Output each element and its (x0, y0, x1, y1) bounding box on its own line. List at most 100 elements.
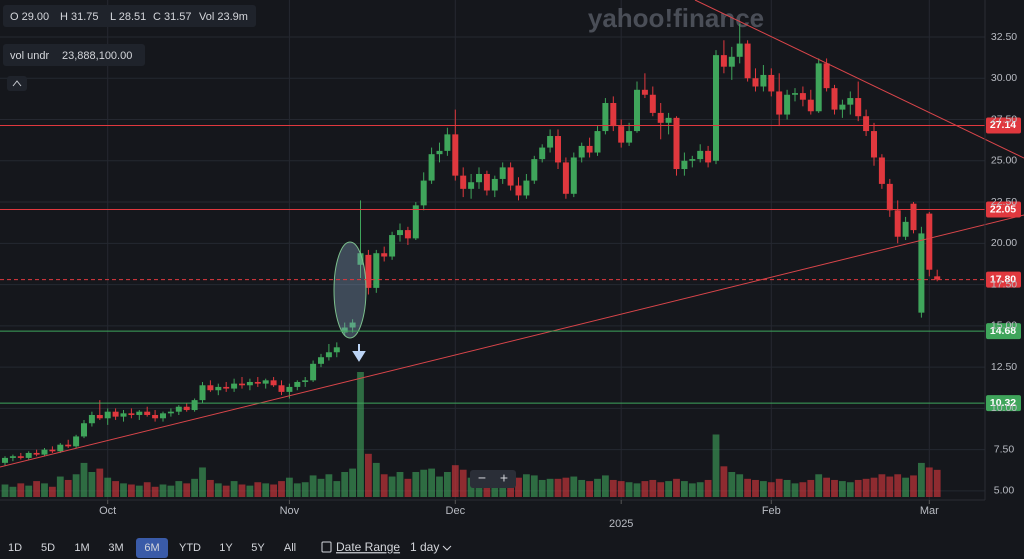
candle-body (878, 157, 885, 184)
volume-bar (80, 462, 88, 497)
candle-body (104, 411, 111, 419)
volume-bar (64, 479, 72, 497)
candle-body (634, 89, 640, 132)
range-button[interactable]: 6M (144, 542, 159, 554)
calendar-icon (321, 541, 332, 553)
candle-body (397, 230, 403, 236)
zoom-in[interactable]: + (500, 470, 508, 486)
range-button[interactable]: 1Y (219, 542, 233, 554)
y-tick-label: 7.50 (994, 443, 1015, 455)
legend-low: L 28.51 (110, 11, 146, 23)
volume-bar (325, 474, 333, 497)
range-button[interactable]: 3M (108, 542, 123, 554)
volume-bar (902, 477, 909, 497)
candle-body (349, 322, 356, 328)
volume-bar (88, 472, 96, 497)
volume-bar (404, 478, 412, 497)
volume-bar (586, 481, 593, 497)
candle-body (25, 452, 32, 458)
volume-bar (199, 467, 206, 497)
range-button[interactable]: 1D (8, 542, 22, 554)
volume-bar (388, 476, 396, 497)
range-button[interactable]: All (284, 542, 296, 554)
volume-bar (760, 481, 767, 497)
candle-body (144, 411, 151, 415)
candle-body (183, 406, 190, 411)
volume-bar (301, 482, 309, 497)
price-tag (986, 117, 1021, 134)
volume-bar (681, 481, 688, 497)
price-tag (986, 271, 1021, 288)
candle-body (831, 88, 838, 110)
legend-box (3, 5, 256, 27)
y-tick-label: 22.50 (991, 196, 1017, 208)
volume-bar (736, 474, 744, 497)
candle-body (610, 103, 617, 127)
candle-body (760, 74, 767, 87)
indicator-box (3, 44, 145, 66)
volume-bar (720, 466, 728, 497)
volume-bar (475, 481, 483, 497)
range-button[interactable]: 5D (41, 542, 55, 554)
volume-bar (357, 372, 364, 497)
volume-bar (396, 472, 404, 497)
collapse-button[interactable] (7, 76, 27, 91)
range-button[interactable]: 5Y (251, 542, 265, 554)
range-button[interactable]: 1M (74, 542, 89, 554)
candle-body (436, 150, 443, 155)
candle-body (531, 159, 538, 181)
volume-bar (230, 481, 238, 497)
volume-bar (831, 479, 838, 497)
date-range[interactable]: Date Range (336, 540, 400, 554)
candle-body (357, 253, 364, 265)
candle-body (412, 205, 419, 239)
candle-body (926, 213, 933, 270)
candle-body (555, 136, 561, 163)
legend-volume: Vol 23.9m (199, 11, 248, 23)
volume-bar (665, 481, 672, 497)
volume-bar (428, 468, 435, 497)
range-button[interactable]: YTD (179, 542, 201, 554)
candle-body (460, 175, 467, 189)
candle-body (713, 55, 719, 161)
volume-bar (546, 478, 554, 497)
candle-body (381, 253, 388, 257)
volume-bar (712, 434, 720, 497)
candle-body (807, 99, 814, 112)
candle-body (136, 411, 143, 415)
active-range (136, 538, 168, 558)
volume-bar (467, 477, 475, 497)
volume-bar (49, 486, 56, 497)
zoom-out[interactable]: − (478, 470, 486, 486)
candle-body (839, 104, 846, 110)
candle-body (365, 254, 372, 288)
volume-bar (451, 465, 459, 497)
volume-bar (617, 481, 625, 497)
candle-body (239, 383, 245, 386)
candle-body (294, 381, 301, 387)
candle-body (96, 414, 103, 419)
volume-bar (72, 474, 80, 497)
volume-bar (854, 479, 862, 497)
volume-bar (349, 468, 356, 497)
candle-body (602, 103, 609, 132)
candle-body (894, 210, 901, 237)
candle-body (515, 185, 522, 196)
candle-body (673, 117, 680, 170)
candle-body (681, 160, 688, 170)
watermark: yahoo!finance (588, 3, 764, 33)
candle-body (223, 386, 230, 389)
candle-body (57, 444, 64, 452)
volume-bar (412, 472, 420, 497)
interval[interactable]: 1 day (410, 540, 439, 554)
volume-bar (878, 474, 886, 497)
candle-body (720, 55, 727, 67)
volume-bar (728, 472, 736, 497)
volume-bar (104, 477, 112, 497)
price-tag (986, 201, 1021, 218)
candle-body (152, 414, 159, 419)
volume-bar (270, 484, 277, 497)
x-tick-label: 2025 (609, 518, 633, 530)
candle-body (618, 126, 625, 143)
candle-body (2, 457, 8, 463)
